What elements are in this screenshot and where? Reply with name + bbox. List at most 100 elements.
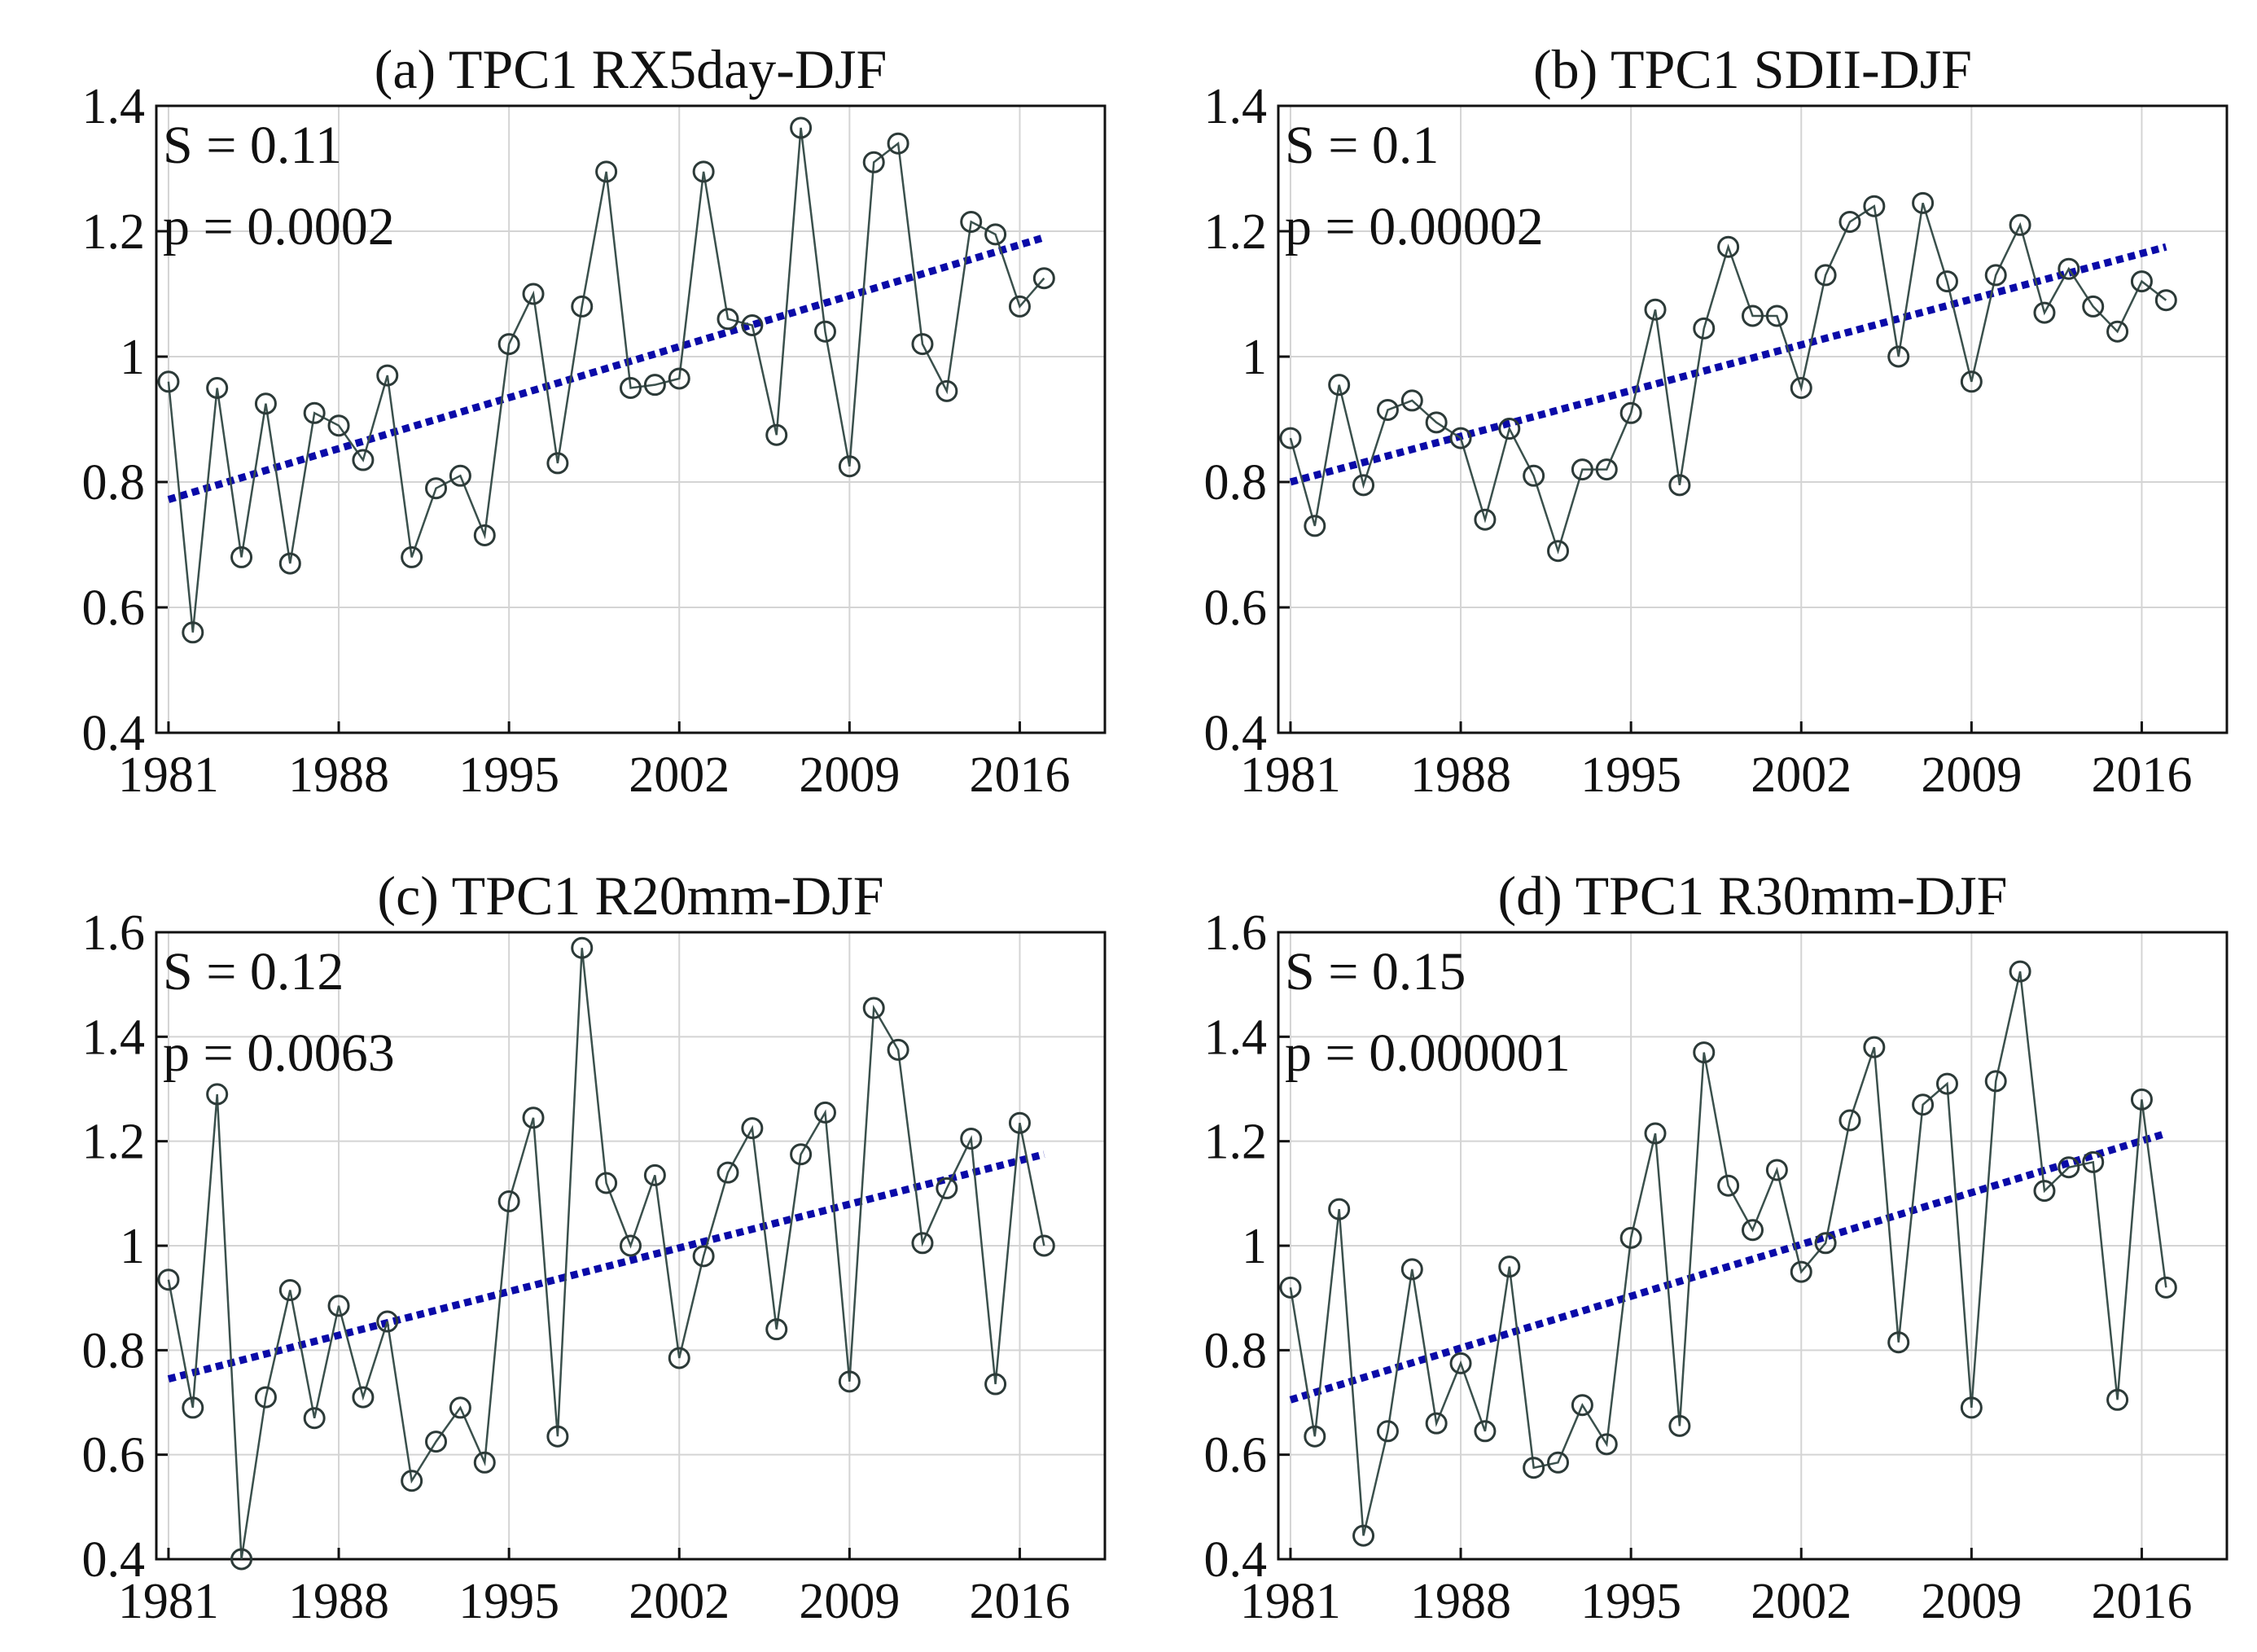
data-point: [595, 1172, 618, 1194]
y-tick-label: 1: [120, 330, 145, 385]
data-point: [1376, 1420, 1399, 1443]
data-point: [1032, 1234, 1055, 1257]
data-point: [1790, 377, 1812, 399]
y-tick-label: 1.2: [82, 204, 146, 260]
data-point: [1474, 1420, 1497, 1443]
slope-annotation: S = 0.12: [163, 942, 344, 1001]
data-point: [1863, 195, 1886, 217]
data-point: [278, 552, 301, 575]
data-point: [1742, 1219, 1764, 1242]
y-tick-label: 0.4: [1204, 706, 1268, 761]
data-point: [522, 1106, 545, 1129]
data-point: [765, 423, 788, 446]
data-point: [1328, 1198, 1351, 1220]
data-point: [1008, 295, 1031, 318]
y-tick-label: 0.8: [1204, 455, 1268, 510]
y-tick-label: 1.2: [1204, 1115, 1268, 1170]
data-point: [2033, 301, 2056, 324]
y-tick-label: 0.6: [1204, 581, 1268, 636]
data-point: [1765, 305, 1788, 327]
slope-annotation: S = 0.11: [163, 116, 342, 175]
data-point: [1693, 317, 1716, 340]
data-point: [1887, 1331, 1910, 1354]
data-point: [2058, 257, 2080, 280]
data-point: [887, 132, 909, 155]
data-point: [2058, 1156, 2080, 1179]
data-point: [1571, 1394, 1593, 1417]
x-tick-label: 2009: [799, 747, 900, 803]
x-tick-label: 2016: [969, 747, 1070, 803]
data-point: [1935, 270, 1958, 293]
data-point: [1425, 411, 1448, 434]
data-point: [838, 1370, 861, 1393]
y-tick-label: 1: [1242, 1219, 1267, 1274]
data-point: [2082, 1150, 2105, 1173]
data-point: [2130, 1088, 2153, 1111]
y-tick-label: 1.4: [82, 1010, 146, 1065]
trend-line: [167, 234, 1045, 503]
data-point: [1304, 1425, 1326, 1448]
data-point: [765, 1318, 788, 1341]
data-point: [1912, 191, 1935, 214]
p-value-annotation: p = 0.000001: [1285, 1023, 1571, 1083]
data-point: [2082, 295, 2105, 318]
data-point: [157, 370, 180, 393]
data-point: [1935, 1072, 1958, 1095]
data-point: [571, 295, 594, 318]
trend-line: [1289, 1129, 2167, 1404]
trend-line: [167, 1150, 1045, 1383]
y-tick-label: 0.4: [82, 1532, 146, 1588]
data-point: [1644, 298, 1667, 321]
data-point: [497, 1190, 520, 1212]
data-point: [1449, 1352, 1472, 1374]
y-tick-label: 0.8: [1204, 1323, 1268, 1378]
data-point: [254, 392, 277, 415]
series-line: [167, 127, 1045, 633]
y-tick-label: 0.6: [1204, 1428, 1268, 1483]
data-point: [1960, 370, 1983, 393]
data-point: [473, 1451, 496, 1474]
y-tick-label: 1.4: [82, 79, 146, 134]
slope-annotation: S = 0.15: [1285, 942, 1466, 1001]
data-point: [1742, 305, 1764, 327]
x-tick-label: 1988: [288, 747, 389, 803]
data-point: [449, 1396, 471, 1419]
x-tick-label: 1995: [1580, 1574, 1681, 1629]
data-point: [1547, 540, 1570, 563]
data-point: [813, 1101, 836, 1124]
data-point: [1449, 427, 1472, 449]
data-point: [352, 449, 375, 471]
x-tick-label: 2016: [2091, 747, 2192, 803]
data-point: [911, 333, 934, 356]
data-point: [862, 997, 885, 1019]
x-tick-label: 2002: [1751, 747, 1852, 803]
data-point: [1400, 389, 1423, 412]
data-point: [984, 223, 1007, 246]
data-point: [182, 621, 204, 644]
data-point: [643, 374, 666, 397]
data-point: [1523, 464, 1545, 487]
x-tick-label: 2016: [2091, 1574, 2192, 1629]
trend-line: [1289, 243, 2167, 486]
data-point: [1032, 267, 1055, 290]
axes-frame: [1277, 104, 2229, 734]
data-point: [790, 1143, 813, 1166]
data-point: [2106, 1388, 2129, 1411]
data-point: [960, 1127, 983, 1150]
data-point: [278, 1279, 301, 1302]
p-value-annotation: p = 0.0063: [163, 1023, 395, 1083]
x-tick-label: 1981: [118, 747, 219, 803]
y-tick-label: 1.4: [1204, 79, 1268, 134]
data-point: [1790, 1260, 1812, 1283]
data-point: [401, 1470, 423, 1492]
series-line: [1289, 971, 2167, 1536]
data-point: [157, 1269, 180, 1291]
data-point: [862, 151, 885, 173]
panel-title: (b) TPC1 SDII-DJF: [1533, 38, 1972, 100]
data-point: [352, 1386, 375, 1409]
data-point: [182, 1396, 204, 1419]
x-tick-label: 2009: [799, 1574, 900, 1629]
data-point: [1887, 345, 1910, 368]
y-tick-label: 1.6: [1204, 905, 1268, 961]
data-point: [2154, 1276, 2177, 1299]
